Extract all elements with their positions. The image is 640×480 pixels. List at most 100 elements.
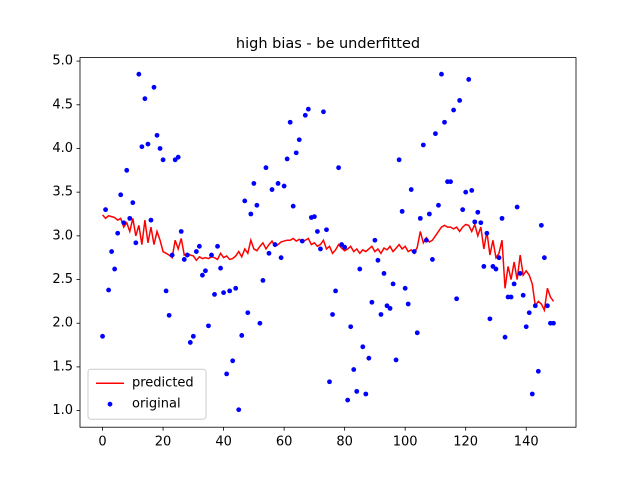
point: [100, 333, 105, 339]
point: [426, 211, 432, 217]
point: [366, 355, 372, 361]
point: [166, 312, 172, 318]
point: [396, 157, 402, 163]
point: [514, 204, 520, 210]
y-tick-label: 1.0: [52, 403, 73, 418]
point: [481, 264, 487, 269]
point: [363, 391, 369, 397]
point: [206, 323, 211, 329]
point: [439, 71, 444, 77]
point: [466, 77, 472, 82]
point: [224, 371, 230, 377]
point: [342, 244, 348, 250]
point: [169, 252, 175, 258]
point: [112, 266, 118, 272]
point: [478, 220, 484, 226]
y-tick-label: 3.0: [52, 228, 73, 243]
point: [532, 303, 538, 309]
point: [499, 215, 505, 221]
y-tick-label: 1.5: [52, 359, 73, 374]
point: [287, 119, 293, 125]
point: [484, 230, 490, 236]
point: [378, 312, 384, 317]
point: [239, 333, 245, 338]
point: [187, 340, 193, 345]
point: [284, 156, 290, 162]
point: [451, 107, 456, 113]
point: [369, 299, 375, 305]
point: [136, 71, 142, 77]
point: [251, 181, 257, 186]
point: [417, 215, 423, 221]
point: [430, 257, 435, 262]
point: [296, 137, 302, 143]
point: [345, 397, 351, 403]
point: [257, 320, 263, 326]
point: [190, 333, 196, 339]
point: [348, 324, 354, 330]
point: [523, 324, 529, 330]
point: [414, 330, 420, 336]
point: [454, 296, 460, 302]
point: [408, 187, 414, 192]
point: [433, 131, 438, 137]
y-tick-label: 5.0: [52, 54, 73, 69]
point: [423, 237, 429, 243]
point: [157, 146, 163, 151]
point: [387, 305, 393, 311]
point: [357, 266, 363, 272]
point: [493, 266, 499, 272]
legend-label: predicted: [132, 376, 194, 391]
point: [393, 357, 399, 363]
point: [330, 312, 335, 317]
point: [372, 237, 378, 243]
point: [351, 367, 357, 372]
point: [148, 217, 154, 223]
point: [405, 301, 411, 307]
point: [269, 187, 275, 192]
point: [193, 249, 199, 254]
point: [324, 227, 329, 233]
point: [233, 285, 239, 291]
point: [115, 230, 121, 236]
y-tick-label: 4.0: [52, 141, 73, 156]
point: [281, 183, 287, 189]
point: [127, 215, 133, 221]
point: [236, 407, 242, 413]
point: [321, 109, 326, 115]
point: [260, 278, 266, 283]
x-tick-label: 60: [276, 435, 293, 450]
y-tick-label: 2.0: [52, 316, 73, 331]
point: [248, 211, 254, 217]
point: [263, 165, 269, 171]
point: [145, 141, 151, 147]
x-tick-label: 140: [514, 435, 539, 450]
point: [526, 310, 532, 316]
point: [215, 243, 220, 249]
point: [121, 220, 127, 226]
point: [184, 252, 190, 258]
point: [254, 202, 260, 208]
legend-label: original: [132, 397, 181, 412]
point: [278, 255, 284, 261]
point: [402, 285, 408, 291]
point: [266, 250, 272, 256]
point: [511, 281, 517, 287]
point: [130, 200, 136, 206]
point: [538, 222, 544, 228]
point: [178, 229, 184, 234]
point: [181, 257, 187, 262]
y-tick-label: 3.5: [52, 185, 73, 200]
point: [354, 388, 360, 394]
point: [390, 281, 396, 287]
point: [133, 240, 139, 246]
point: [336, 165, 341, 171]
point: [442, 119, 447, 125]
point: [209, 252, 214, 258]
point: [436, 202, 441, 208]
y-tick-label: 4.5: [52, 97, 73, 112]
point: [460, 207, 466, 213]
point: [227, 288, 233, 294]
point: [103, 207, 108, 213]
